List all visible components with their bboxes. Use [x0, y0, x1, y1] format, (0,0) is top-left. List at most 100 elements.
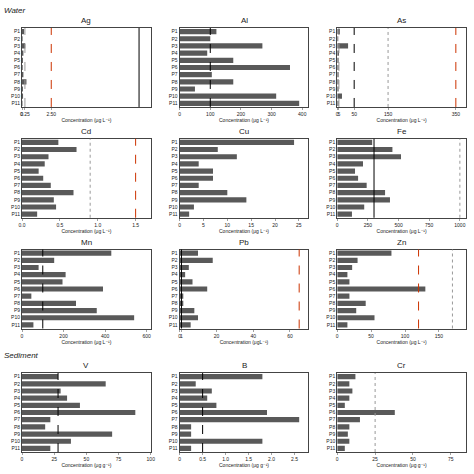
svg-text:P6: P6 [14, 64, 20, 70]
svg-text:P10: P10 [11, 438, 20, 444]
svg-text:1: 1 [180, 333, 183, 339]
svg-text:P5: P5 [171, 279, 177, 285]
svg-text:P9: P9 [14, 86, 20, 92]
svg-text:P1: P1 [14, 373, 20, 379]
svg-text:20: 20 [214, 333, 220, 339]
svg-text:B: B [242, 361, 247, 370]
svg-text:P8: P8 [171, 79, 177, 85]
svg-text:P8: P8 [329, 79, 335, 85]
svg-text:P11: P11 [327, 322, 336, 328]
svg-text:P6: P6 [329, 286, 335, 292]
svg-text:Concentration (μg L⁻¹): Concentration (μg L⁻¹) [377, 117, 427, 123]
svg-text:P10: P10 [326, 93, 335, 99]
svg-text:P3: P3 [329, 388, 335, 394]
svg-text:10: 10 [225, 222, 231, 228]
svg-text:P11: P11 [169, 445, 178, 451]
svg-text:P5: P5 [329, 402, 335, 408]
svg-text:0: 0 [21, 456, 24, 462]
svg-text:P2: P2 [14, 257, 20, 263]
svg-text:P1: P1 [171, 250, 177, 256]
svg-text:P3: P3 [171, 264, 177, 270]
svg-text:P6: P6 [171, 409, 177, 415]
svg-text:750: 750 [425, 222, 434, 228]
svg-text:P2: P2 [329, 36, 335, 42]
svg-text:P2: P2 [329, 257, 335, 263]
svg-text:P9: P9 [329, 197, 335, 203]
svg-text:2.50: 2.50 [46, 111, 56, 117]
svg-text:0: 0 [336, 222, 339, 228]
svg-text:Pb: Pb [239, 238, 249, 247]
svg-text:P1: P1 [329, 250, 335, 256]
svg-text:1.5: 1.5 [132, 222, 139, 228]
svg-text:P3: P3 [171, 153, 177, 159]
svg-text:P9: P9 [171, 307, 177, 313]
svg-text:400: 400 [101, 333, 110, 339]
svg-text:P7: P7 [14, 416, 20, 422]
svg-text:P4: P4 [171, 395, 177, 401]
svg-text:P11: P11 [169, 322, 178, 328]
svg-text:P7: P7 [329, 71, 335, 77]
svg-text:P8: P8 [14, 424, 20, 430]
svg-text:Sediment: Sediment [4, 351, 39, 360]
svg-text:0.5: 0.5 [56, 222, 63, 228]
svg-text:P11: P11 [169, 100, 178, 106]
svg-text:P6: P6 [171, 286, 177, 292]
svg-text:5: 5 [202, 222, 205, 228]
svg-text:P1: P1 [329, 28, 335, 34]
svg-text:25: 25 [296, 222, 302, 228]
svg-text:Concentration (μg g⁻¹): Concentration (μg g⁻¹) [61, 462, 111, 468]
svg-text:P7: P7 [14, 182, 20, 188]
svg-text:P1: P1 [14, 28, 20, 34]
svg-text:P11: P11 [327, 445, 336, 451]
svg-text:P2: P2 [171, 146, 177, 152]
svg-text:P8: P8 [171, 300, 177, 306]
svg-text:P5: P5 [14, 279, 20, 285]
svg-text:P2: P2 [329, 381, 335, 387]
svg-text:P5: P5 [171, 168, 177, 174]
svg-text:P8: P8 [329, 424, 335, 430]
svg-text:P5: P5 [14, 402, 20, 408]
svg-text:P2: P2 [171, 36, 177, 42]
svg-text:60: 60 [287, 333, 293, 339]
svg-text:Concentration (μg L⁻¹): Concentration (μg L⁻¹) [219, 117, 269, 123]
svg-text:P5: P5 [14, 57, 20, 63]
svg-text:150: 150 [384, 111, 393, 117]
svg-text:0: 0 [336, 111, 339, 117]
svg-text:200: 200 [237, 111, 246, 117]
svg-text:P10: P10 [326, 204, 335, 210]
svg-text:P4: P4 [329, 50, 335, 56]
svg-text:P3: P3 [14, 153, 20, 159]
svg-text:0: 0 [336, 456, 339, 462]
svg-text:Concentration (μg L⁻¹): Concentration (μg L⁻¹) [377, 339, 427, 345]
svg-text:P3: P3 [329, 264, 335, 270]
svg-text:P3: P3 [329, 153, 335, 159]
svg-text:P8: P8 [14, 189, 20, 195]
svg-text:100: 100 [401, 333, 410, 339]
svg-text:P4: P4 [14, 161, 20, 167]
svg-text:Zn: Zn [397, 238, 406, 247]
svg-text:100: 100 [147, 456, 156, 462]
svg-text:V: V [83, 361, 89, 370]
svg-text:P3: P3 [171, 388, 177, 394]
svg-text:P6: P6 [171, 175, 177, 181]
svg-text:P3: P3 [14, 388, 20, 394]
svg-text:P4: P4 [14, 50, 20, 56]
svg-text:0: 0 [21, 333, 24, 339]
svg-text:P10: P10 [11, 93, 20, 99]
svg-text:100: 100 [206, 111, 215, 117]
svg-text:50: 50 [410, 456, 416, 462]
svg-text:0: 0 [21, 111, 24, 117]
svg-text:P7: P7 [14, 293, 20, 299]
svg-text:50: 50 [84, 456, 90, 462]
svg-text:P9: P9 [329, 431, 335, 437]
svg-text:P6: P6 [329, 409, 335, 415]
svg-text:P10: P10 [169, 204, 178, 210]
svg-text:Cd: Cd [81, 127, 91, 136]
svg-text:P4: P4 [14, 271, 20, 277]
svg-text:P8: P8 [329, 300, 335, 306]
svg-text:Fe: Fe [397, 127, 407, 136]
svg-text:500: 500 [394, 222, 403, 228]
svg-text:300: 300 [267, 111, 276, 117]
svg-text:Ag: Ag [81, 16, 91, 25]
svg-text:P9: P9 [171, 86, 177, 92]
